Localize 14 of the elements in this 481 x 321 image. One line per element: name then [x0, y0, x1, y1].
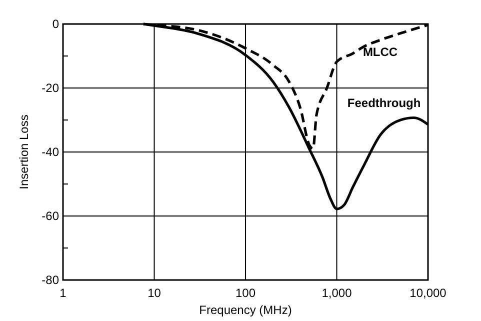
- x-axis-title: Frequency (MHz): [199, 303, 292, 317]
- y-tick-label: -60: [42, 209, 60, 224]
- x-tick-label: 1: [60, 286, 67, 300]
- series-label: MLCC: [362, 45, 398, 59]
- y-axis-title: Insertion Loss: [17, 114, 31, 190]
- x-tick-label: 1,000: [322, 286, 352, 300]
- series-label: Feedthrough: [347, 96, 421, 110]
- y-tick-label: 0: [52, 17, 60, 32]
- y-tick-label: -40: [42, 145, 60, 160]
- y-tick-label: -80: [42, 273, 60, 288]
- x-tick-label: 10,000: [410, 286, 447, 300]
- x-tick-label: 10: [148, 286, 162, 300]
- y-tick-label: -20: [42, 81, 60, 96]
- x-tick-label: 100: [235, 286, 256, 300]
